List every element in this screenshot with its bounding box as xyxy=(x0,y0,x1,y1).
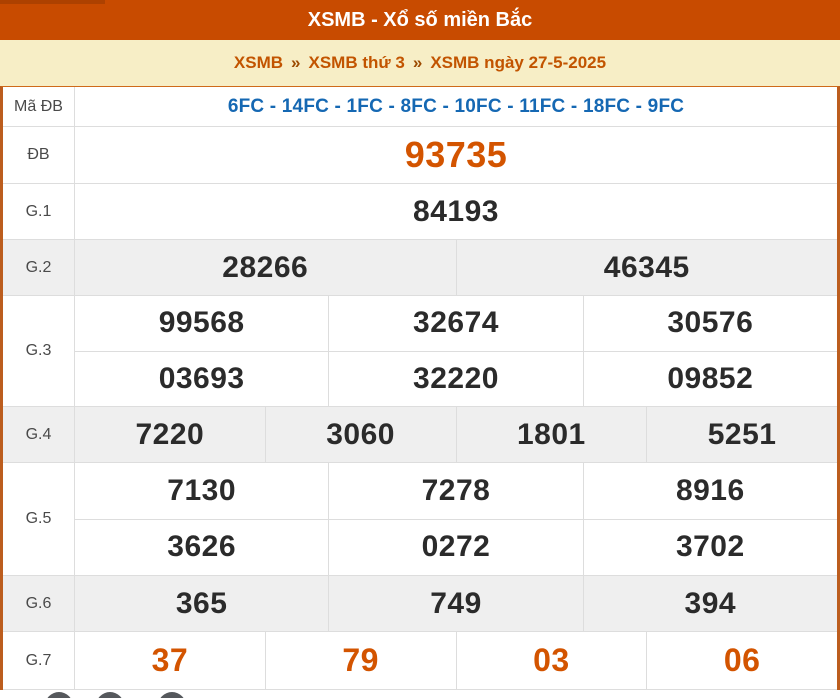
header-bar: XSMB - Xổ số miền Bắc xyxy=(0,0,840,40)
prize-value: 09852 xyxy=(582,351,837,406)
prize-value: 03693 xyxy=(158,361,245,395)
prize-value: 99568 xyxy=(158,306,245,340)
prize-value: 79 xyxy=(264,632,456,689)
share-button-row xyxy=(0,690,840,698)
prize-value: 7130 xyxy=(167,473,237,507)
prize-value: 03 xyxy=(455,632,647,689)
prize-label-g1: G.1 xyxy=(3,184,75,239)
prize-value: 7278 xyxy=(328,463,582,519)
prize-label-db: ĐB xyxy=(3,127,75,183)
prize-value: 3060 xyxy=(264,407,456,462)
prize-value: 5251 xyxy=(646,407,837,462)
breadcrumb-separator-icon: » xyxy=(412,53,423,72)
prize-row-g1: G.1 84193 xyxy=(3,184,837,240)
prize-label-g7: G.7 xyxy=(3,632,75,689)
prize-value: 32220 xyxy=(328,351,582,406)
prize-value: 394 xyxy=(582,576,837,631)
prize-row-g7: G.7 37 79 03 06 xyxy=(3,632,837,690)
prize-row-db: ĐB 93735 xyxy=(3,127,837,184)
prize-label-g3: G.3 xyxy=(3,296,75,406)
prize-value: 0272 xyxy=(328,519,582,575)
breadcrumb-link-xsmb-thu-3[interactable]: XSMB thứ 3 xyxy=(308,53,405,72)
breadcrumb-separator-icon: » xyxy=(291,53,301,72)
prize-row-g5: G.5 7130 7278 8916 3626 0272 3702 xyxy=(3,463,837,576)
prize-value: 28266 xyxy=(222,250,309,284)
share-button-icon[interactable] xyxy=(96,692,124,698)
share-button-icon[interactable] xyxy=(158,692,186,698)
prize-value: 1801 xyxy=(455,407,647,462)
prize-label-g2: G.2 xyxy=(3,240,75,295)
header-notch xyxy=(0,0,105,4)
prize-table: Mã ĐB 6FC - 14FC - 1FC - 8FC - 10FC - 11… xyxy=(0,86,840,690)
prize-value-special: 93735 xyxy=(404,134,508,175)
breadcrumb-link-xsmb-date[interactable]: XSMB ngày 27-5-2025 xyxy=(430,53,607,72)
prize-row-g6: G.6 365 749 394 xyxy=(3,576,837,632)
share-button-icon[interactable] xyxy=(45,692,73,698)
prize-code-value: 6FC - 14FC - 1FC - 8FC - 10FC - 11FC - 1… xyxy=(227,95,685,117)
breadcrumb: XSMB » XSMB thứ 3 » XSMB ngày 27-5-2025 xyxy=(0,40,840,86)
page-title: XSMB - Xổ số miền Bắc xyxy=(307,9,533,31)
prize-value: 8916 xyxy=(582,463,837,519)
prize-value: 749 xyxy=(328,576,582,631)
prize-value: 46345 xyxy=(455,240,838,295)
prize-row-g3: G.3 99568 32674 30576 03693 32220 09852 xyxy=(3,296,837,407)
prize-label-g4: G.4 xyxy=(3,407,75,462)
prize-value: 365 xyxy=(175,586,228,620)
prize-value: 84193 xyxy=(413,194,499,228)
prize-label-g5: G.5 xyxy=(3,463,75,575)
prize-value: 37 xyxy=(151,642,189,678)
prize-row-ma-db: Mã ĐB 6FC - 14FC - 1FC - 8FC - 10FC - 11… xyxy=(3,87,837,127)
prize-value: 32674 xyxy=(328,296,582,351)
prize-label-g6: G.6 xyxy=(3,576,75,631)
prize-value: 30576 xyxy=(582,296,837,351)
breadcrumb-link-xsmb[interactable]: XSMB xyxy=(233,53,284,72)
prize-value: 3626 xyxy=(167,530,237,564)
prize-label-ma-db: Mã ĐB xyxy=(3,87,75,126)
prize-row-g4: G.4 7220 3060 1801 5251 xyxy=(3,407,837,463)
prize-row-g2: G.2 28266 46345 xyxy=(3,240,837,296)
prize-value: 06 xyxy=(646,632,837,689)
prize-value: 3702 xyxy=(582,519,837,575)
prize-value: 7220 xyxy=(135,417,205,451)
